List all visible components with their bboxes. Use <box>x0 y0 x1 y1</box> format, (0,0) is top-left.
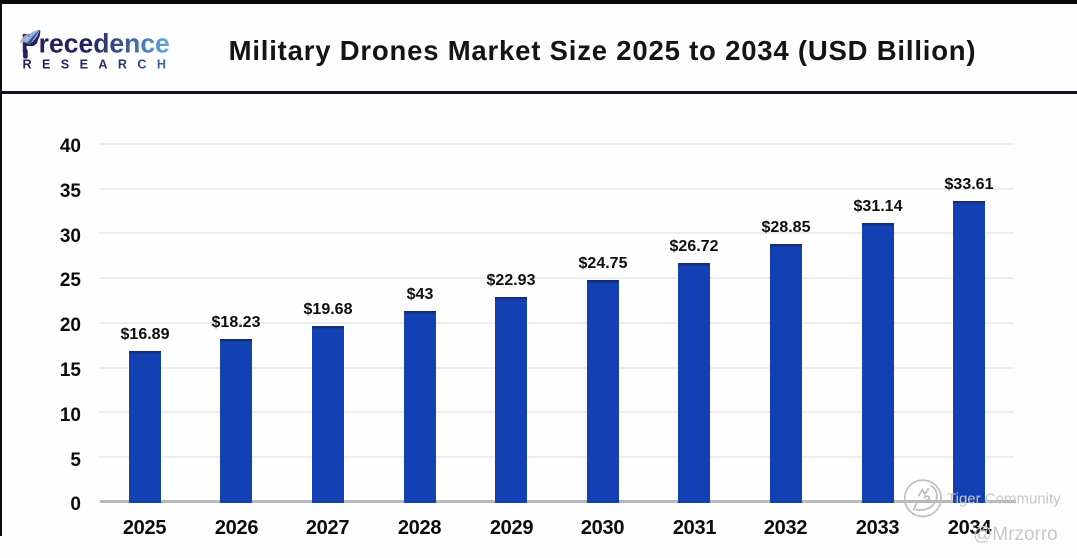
svg-text:Tiger Community: Tiger Community <box>947 491 1061 508</box>
svg-text:RESEARCH: RESEARCH <box>23 58 177 72</box>
svg-text:@Mrzorro: @Mrzorro <box>973 524 1058 545</box>
svg-text:Precedence: Precedence <box>21 29 170 59</box>
